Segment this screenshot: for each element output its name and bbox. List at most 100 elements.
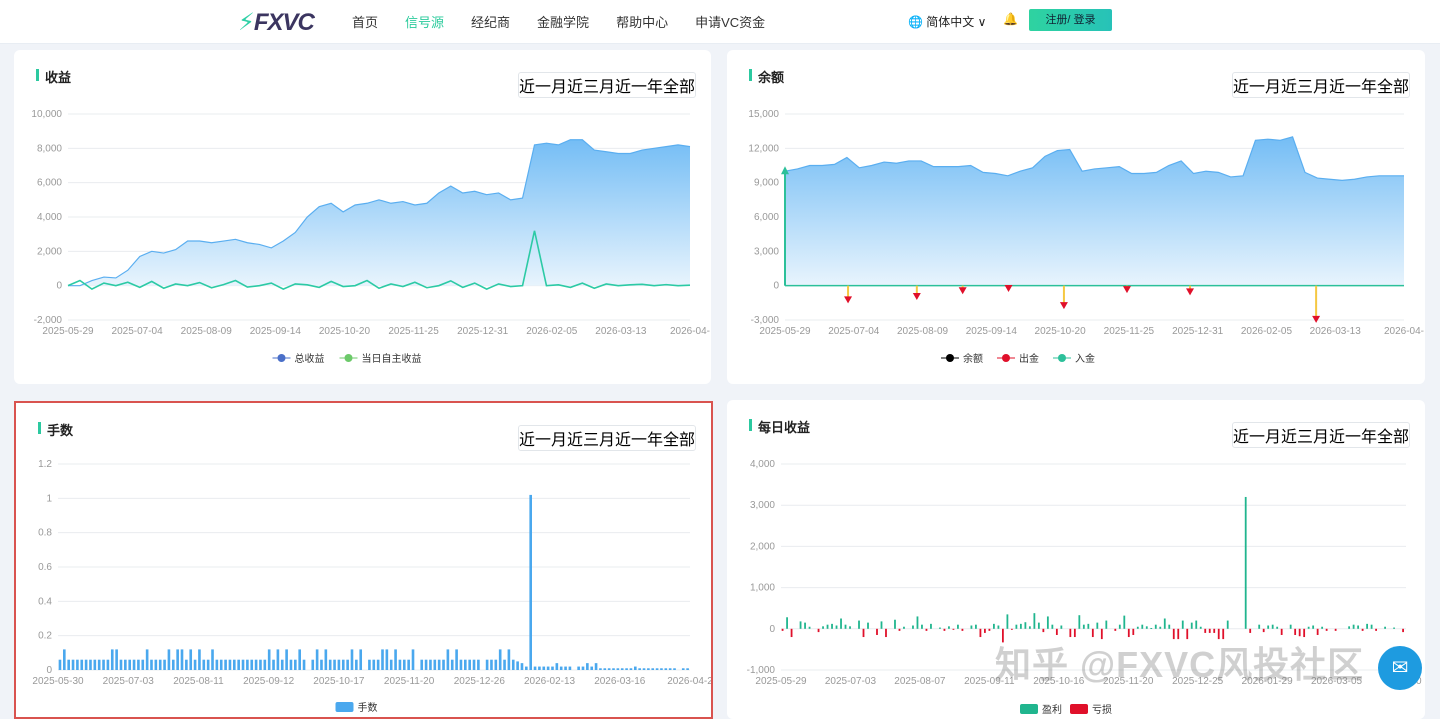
bar [912, 625, 914, 629]
language-selector[interactable]: 🌐 简体中文 ∨ [908, 15, 987, 29]
bar [389, 659, 393, 670]
range-button-2[interactable]: 近一年 [614, 432, 663, 449]
bar [546, 666, 550, 670]
login-register-button[interactable]: 注册/ 登录 [1029, 9, 1112, 31]
range-button-1[interactable]: 近三月 [566, 432, 615, 449]
bar [961, 628, 964, 631]
range-selector: 近一月 近三月 近一年 全部 [517, 72, 696, 98]
bar [1060, 625, 1063, 629]
bar [642, 668, 646, 670]
bar [629, 668, 633, 670]
bar [790, 628, 793, 638]
bar [185, 659, 188, 670]
bar [176, 649, 179, 670]
range-button-0[interactable]: 近一月 [518, 432, 567, 449]
bar [498, 649, 502, 670]
x-tick-label: 2025-11-20 [1103, 676, 1154, 687]
bar [224, 659, 227, 670]
range-button-3[interactable]: 全部 [1376, 429, 1409, 446]
range-button-3[interactable]: 全部 [1376, 79, 1409, 96]
bar [988, 628, 991, 631]
nav-help[interactable]: 帮助中心 [616, 15, 669, 30]
bar [163, 659, 166, 670]
bar [398, 659, 402, 670]
bar [952, 628, 955, 630]
chart-income: -2,000 0 2,000 4,000 6,000 8,000 10,000 2025-05… [31, 109, 710, 365]
range-button-2[interactable]: 近一年 [1328, 429, 1377, 446]
nav-academy[interactable]: 金融学院 [537, 15, 590, 30]
bar [970, 625, 973, 629]
nav-apply-vc[interactable]: 申请VC资金 [695, 15, 766, 30]
bar [1312, 625, 1315, 629]
bar [446, 649, 450, 670]
bar [903, 626, 905, 629]
bar [620, 668, 624, 670]
x-tick-label: 2025-10-17 [313, 676, 365, 687]
balance-card: 余额 近一月 近三月 近一年 全部 -3,000 0 3,000 6,000 9,000 12,00… [727, 50, 1425, 384]
range-button-0[interactable]: 近一月 [1232, 79, 1281, 96]
legend-label: 入金 [1075, 352, 1095, 365]
bar [455, 649, 458, 670]
x-tick-label: 2025-08-09 [181, 326, 233, 337]
fxvc-logo[interactable]: ⚡FXVC [238, 9, 315, 36]
bar [1028, 626, 1031, 629]
bar [568, 666, 572, 670]
range-button-3[interactable]: 全部 [662, 432, 695, 449]
bar [840, 618, 842, 629]
bar [1073, 628, 1076, 638]
range-button-2[interactable]: 近一年 [614, 79, 663, 96]
x-tick-label: 2025-07-03 [825, 676, 877, 687]
bar [651, 668, 655, 670]
bar [1303, 628, 1306, 638]
y-tick-label: 0 [769, 624, 775, 635]
chart-title: 余额 [749, 67, 784, 86]
bar [93, 659, 97, 670]
bar [180, 649, 184, 670]
withdrawal-marker [1312, 315, 1321, 323]
chat-float-button[interactable]: ✉ [1378, 646, 1422, 690]
x-tick-label: 2026-04-2 [667, 676, 711, 687]
series-area-0 [68, 139, 690, 286]
range-button-0[interactable]: 近一月 [1232, 429, 1281, 446]
bar [943, 628, 946, 631]
bar [898, 628, 901, 631]
y-tick-label: 0.2 [38, 631, 52, 642]
bar [154, 659, 158, 670]
bar [876, 628, 878, 635]
chevron-down-icon: ∨ [977, 15, 987, 29]
range-button-0[interactable]: 近一月 [518, 79, 567, 96]
nav-signals[interactable]: 信号源 [405, 15, 445, 30]
y-tick-label: 0.4 [38, 596, 52, 607]
legend-label: 盈利 [1042, 704, 1062, 716]
bar [1271, 624, 1274, 629]
withdrawal-marker [1186, 288, 1195, 296]
watermark: 知乎 @FXVC风投社区 [995, 644, 1365, 685]
bar [263, 659, 267, 670]
range-button-3[interactable]: 全部 [662, 79, 695, 96]
range-button-1[interactable]: 近三月 [1280, 79, 1329, 96]
withdrawal-marker [844, 296, 853, 304]
series-line-总收益 [68, 139, 691, 287]
bar [246, 659, 249, 670]
y-tick-label: 1 [46, 493, 52, 504]
range-button-1[interactable]: 近三月 [566, 79, 615, 96]
nav-brokers[interactable]: 经纪商 [471, 15, 511, 30]
bar [1402, 628, 1404, 633]
bar [376, 659, 380, 670]
bar [1244, 496, 1247, 629]
income-card: 收益 近一月 近三月 近一年 全部 -2,000 0 2,000 4,000 6,000 8,000… [14, 50, 711, 384]
nav-home[interactable]: 首页 [352, 15, 379, 30]
bar [655, 668, 659, 670]
range-button-1[interactable]: 近三月 [1280, 429, 1329, 446]
bell-icon[interactable]: 🔔 [1003, 12, 1018, 26]
bar [359, 649, 363, 670]
bar [668, 668, 672, 670]
bar [1208, 628, 1211, 633]
bar [84, 659, 88, 670]
bar [1078, 615, 1081, 629]
y-tick-label: -3,000 [751, 315, 780, 326]
x-tick-label: 2025-08-09 [897, 326, 949, 337]
range-button-2[interactable]: 近一年 [1328, 79, 1377, 96]
series-line-当日自主收益 [67, 230, 691, 291]
bar [925, 628, 928, 631]
